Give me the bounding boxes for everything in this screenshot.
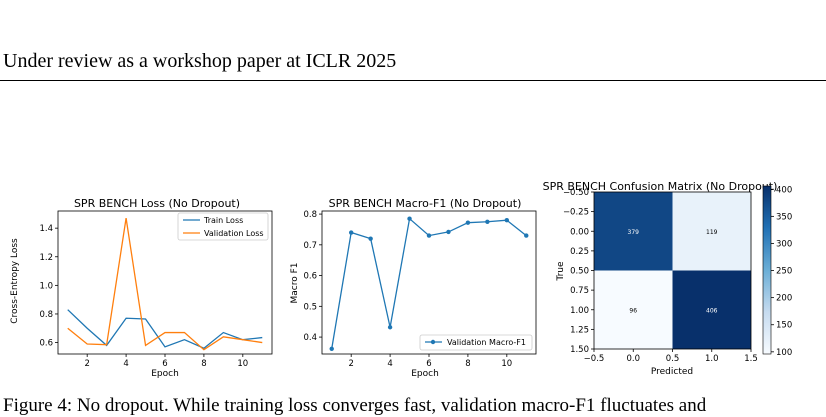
cm-cell: [672, 270, 751, 349]
colorbar-tick-label: 200: [776, 294, 792, 304]
y-tick-label: 0.8: [39, 310, 53, 320]
cm-y-tick-label: 1.25: [570, 325, 589, 335]
loss-chart: SPR BENCH Loss (No Dropout) 2 4 6 8 10 0.6 0.8…: [10, 197, 273, 379]
data-point: [504, 218, 510, 223]
legend-label-f1: Validation Macro-F1: [447, 338, 526, 347]
x-tick-label: 10: [501, 359, 512, 369]
cm-colorbar: [762, 185, 772, 355]
legend-label-train: Train Loss: [203, 216, 243, 225]
legend-marker-f1: [430, 339, 436, 345]
x-tick-label: 2: [84, 359, 89, 369]
cm-y-tick-label: 0.50: [570, 267, 589, 277]
cm-cell: [594, 270, 673, 349]
loss-chart-title: SPR BENCH Loss (No Dropout): [74, 197, 240, 210]
cm-cell-value: 119: [706, 229, 718, 236]
y-tick-label: 0.8: [303, 210, 317, 220]
f1-chart: SPR BENCH Macro-F1 (No Dropout) 2 4 6 8 10 0.…: [290, 197, 537, 379]
x-tick-label: 6: [162, 359, 167, 369]
data-point: [407, 216, 412, 221]
cm-y-tick-label: 0.75: [570, 286, 589, 296]
loss-chart-xlabel: Epoch: [151, 369, 179, 379]
f1-chart-legend: Validation Macro-F1: [419, 334, 533, 351]
series-line-0-0: [67, 309, 263, 350]
data-point: [348, 230, 354, 235]
y-tick-label: 1.2: [39, 253, 53, 263]
y-tick-label: 0.4: [303, 333, 317, 343]
data-point: [426, 233, 432, 238]
page-header: Under review as a workshop paper at ICLR…: [3, 50, 397, 72]
y-tick-label: 0.7: [303, 241, 317, 251]
colorbar-tick-label: 250: [776, 267, 792, 277]
data-point: [465, 220, 471, 225]
cm-x-tick-label: −0.5: [584, 354, 605, 364]
colorbar-tick-label: 400: [776, 185, 792, 195]
data-point: [524, 233, 529, 238]
colorbar-tick-label: 350: [776, 212, 792, 222]
cm-y-tick-label: 0.00: [570, 227, 589, 237]
x-tick-label: 4: [123, 359, 128, 369]
cm-ylabel: True: [556, 261, 566, 282]
confusion-chart: SPR BENCH Confusion Matrix (No Dropout) …: [543, 180, 793, 377]
cm-y-tick-label: 0.25: [570, 247, 589, 257]
cm-cell: [594, 192, 673, 271]
y-tick-label: 1.4: [39, 224, 53, 234]
colorbar-tick-label: 150: [776, 321, 792, 331]
series-line-1-0: [331, 217, 527, 349]
loss-chart-ylabel: Cross-Entropy Loss: [10, 238, 20, 324]
y-tick-label: 0.5: [303, 302, 317, 312]
cm-y-tick-label: 1.00: [570, 306, 589, 316]
loss-chart-legend: Train Loss Validation Loss: [177, 212, 269, 241]
f1-chart-title: SPR BENCH Macro-F1 (No Dropout): [329, 197, 522, 210]
y-tick-label: 1.0: [39, 281, 53, 291]
cm-x-tick-label: 0.5: [666, 354, 680, 364]
cm-cell: [672, 192, 751, 271]
cm-y-tick-label: −0.25: [563, 208, 589, 218]
data-point: [446, 229, 451, 235]
x-tick-label: 2: [348, 359, 353, 369]
data-point: [387, 325, 393, 330]
x-tick-label: 4: [387, 359, 392, 369]
f1-chart-plot-area: [321, 210, 537, 355]
header-rule: [0, 80, 826, 81]
colorbar-tick-label: 100: [776, 348, 792, 358]
x-tick-label: 8: [465, 359, 470, 369]
figure-caption: Figure 4: No dropout. While training los…: [3, 395, 707, 416]
data-point: [368, 236, 373, 241]
series-line-0-1: [67, 218, 263, 351]
x-tick-label: 6: [426, 359, 431, 369]
cm-xlabel: Predicted: [651, 367, 693, 377]
cm-x-tick-label: 1.0: [705, 354, 719, 364]
data-point: [329, 346, 334, 351]
cm-cell-value: 379: [628, 229, 640, 236]
cm-cell-value: 406: [706, 307, 718, 314]
cm-y-tick-label: 1.50: [570, 345, 589, 355]
x-tick-label: 10: [237, 359, 248, 369]
cm-y-tick-label: −0.50: [563, 188, 589, 198]
colorbar-tick-label: 300: [776, 239, 792, 249]
x-tick-label: 8: [201, 359, 206, 369]
legend-label-validation: Validation Loss: [204, 229, 264, 238]
f1-chart-ylabel: Macro F1: [290, 262, 300, 303]
cm-chart-title: SPR BENCH Confusion Matrix (No Dropout): [543, 180, 778, 193]
cm-cell-value: 96: [629, 307, 637, 314]
y-tick-label: 0.6: [303, 272, 317, 282]
data-point: [485, 219, 490, 224]
y-tick-label: 0.6: [39, 339, 53, 349]
f1-chart-xlabel: Epoch: [411, 369, 439, 379]
cm-x-tick-label: 1.5: [744, 354, 758, 364]
cm-x-tick-label: 0.0: [626, 354, 640, 364]
